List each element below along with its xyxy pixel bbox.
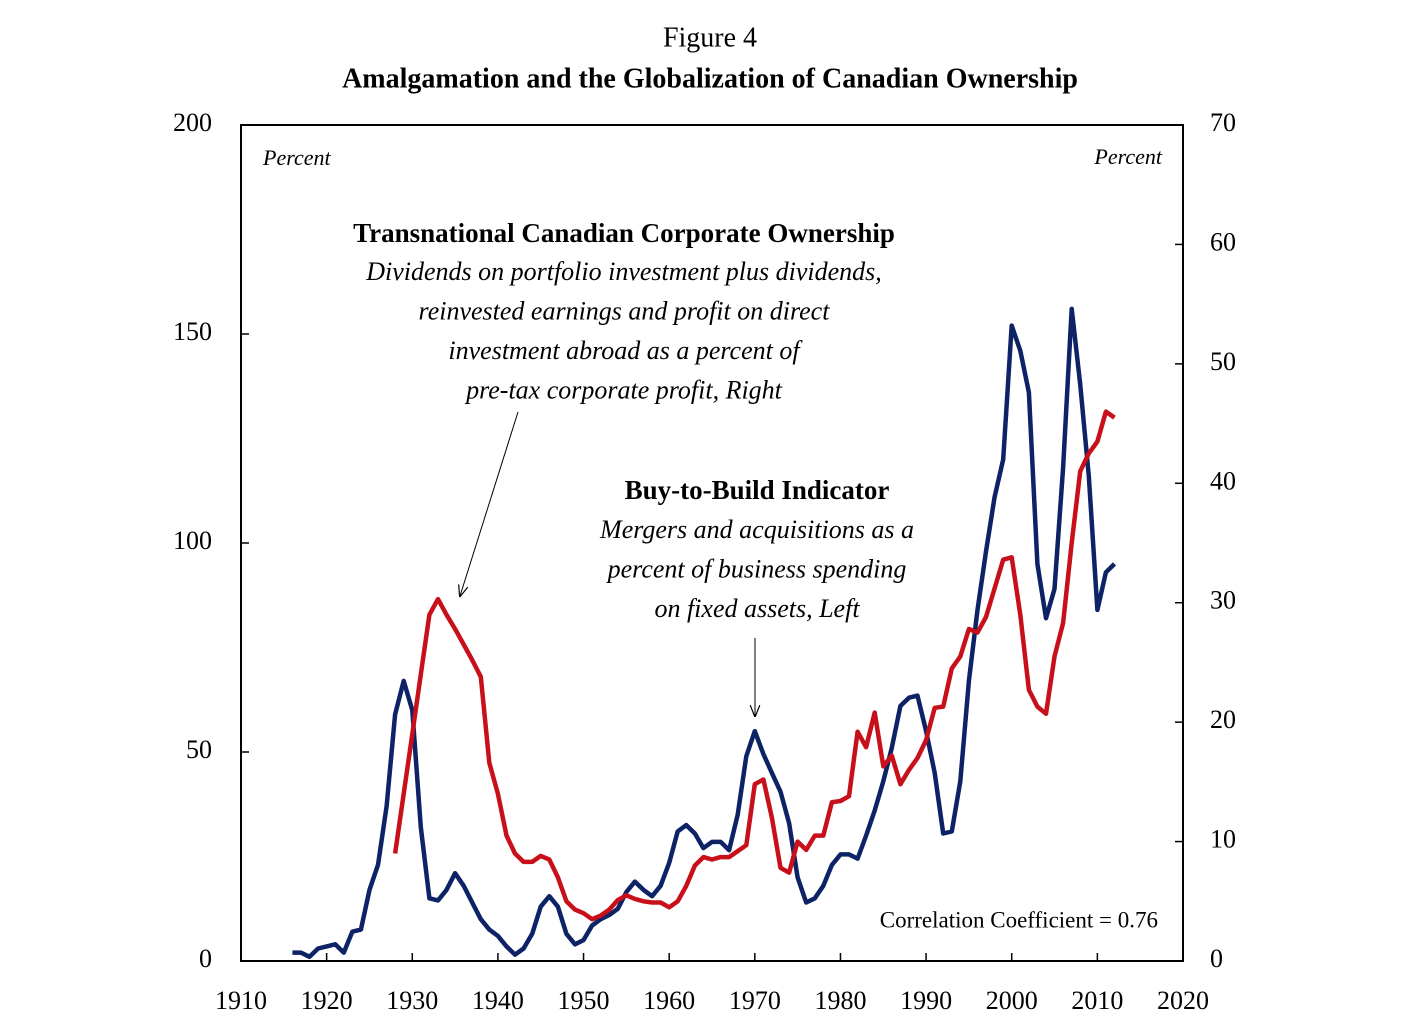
chart-title: Figure 4 bbox=[663, 22, 757, 53]
x-tick-label: 1940 bbox=[472, 986, 524, 1015]
annotation-line: investment abroad as a percent of bbox=[448, 336, 803, 365]
x-tick-label: 1930 bbox=[386, 986, 438, 1015]
y2-tick-label: 40 bbox=[1210, 466, 1236, 495]
y2-tick-label: 70 bbox=[1210, 108, 1236, 137]
y2-tick-label: 20 bbox=[1210, 705, 1236, 734]
annotation-line: Mergers and acquisitions as a bbox=[599, 515, 914, 544]
y-axis-label: Percent bbox=[262, 145, 331, 170]
note: Correlation Coefficient = 0.76 bbox=[880, 907, 1158, 932]
y-tick-label: 50 bbox=[186, 735, 212, 764]
y2-tick-label: 10 bbox=[1210, 825, 1236, 854]
chart-subtitle: Amalgamation and the Globalization of Ca… bbox=[342, 63, 1078, 94]
annotation-line: reinvested earnings and profit on direct bbox=[419, 296, 831, 325]
x-tick-label: 1960 bbox=[643, 986, 695, 1015]
annotation-line: percent of business spending bbox=[606, 554, 907, 583]
x-tick-label: 1950 bbox=[558, 986, 610, 1015]
annotation-title: Buy-to-Build Indicator bbox=[625, 475, 890, 505]
x-tick-label: 1990 bbox=[900, 986, 952, 1015]
x-tick-label: 2010 bbox=[1071, 986, 1123, 1015]
x-tick-label: 1910 bbox=[215, 986, 267, 1015]
y2-axis-label: Percent bbox=[1093, 144, 1162, 169]
series-line bbox=[292, 306, 1117, 960]
y-tick-label: 150 bbox=[173, 317, 212, 346]
y2-tick-label: 30 bbox=[1210, 586, 1236, 615]
x-tick-label: 2000 bbox=[986, 986, 1038, 1015]
x-tick-label: 1920 bbox=[301, 986, 353, 1015]
annotation-line: pre-tax corporate profit, Right bbox=[464, 375, 783, 404]
series-line bbox=[392, 409, 1116, 922]
annotation-line: Dividends on portfolio investment plus d… bbox=[365, 257, 882, 286]
y-tick-label: 0 bbox=[199, 944, 212, 973]
x-tick-label: 2020 bbox=[1157, 986, 1209, 1015]
y2-tick-label: 60 bbox=[1210, 227, 1236, 256]
y2-tick-label: 50 bbox=[1210, 347, 1236, 376]
y-tick-label: 200 bbox=[173, 108, 212, 137]
annotation-title: Transnational Canadian Corporate Ownersh… bbox=[353, 218, 895, 248]
y-tick-label: 100 bbox=[173, 526, 212, 555]
x-tick-label: 1970 bbox=[729, 986, 781, 1015]
arrow bbox=[460, 411, 519, 596]
x-tick-label: 1980 bbox=[814, 986, 866, 1015]
annotation-line: on fixed assets, Left bbox=[654, 594, 860, 623]
y2-tick-label: 0 bbox=[1210, 944, 1223, 973]
